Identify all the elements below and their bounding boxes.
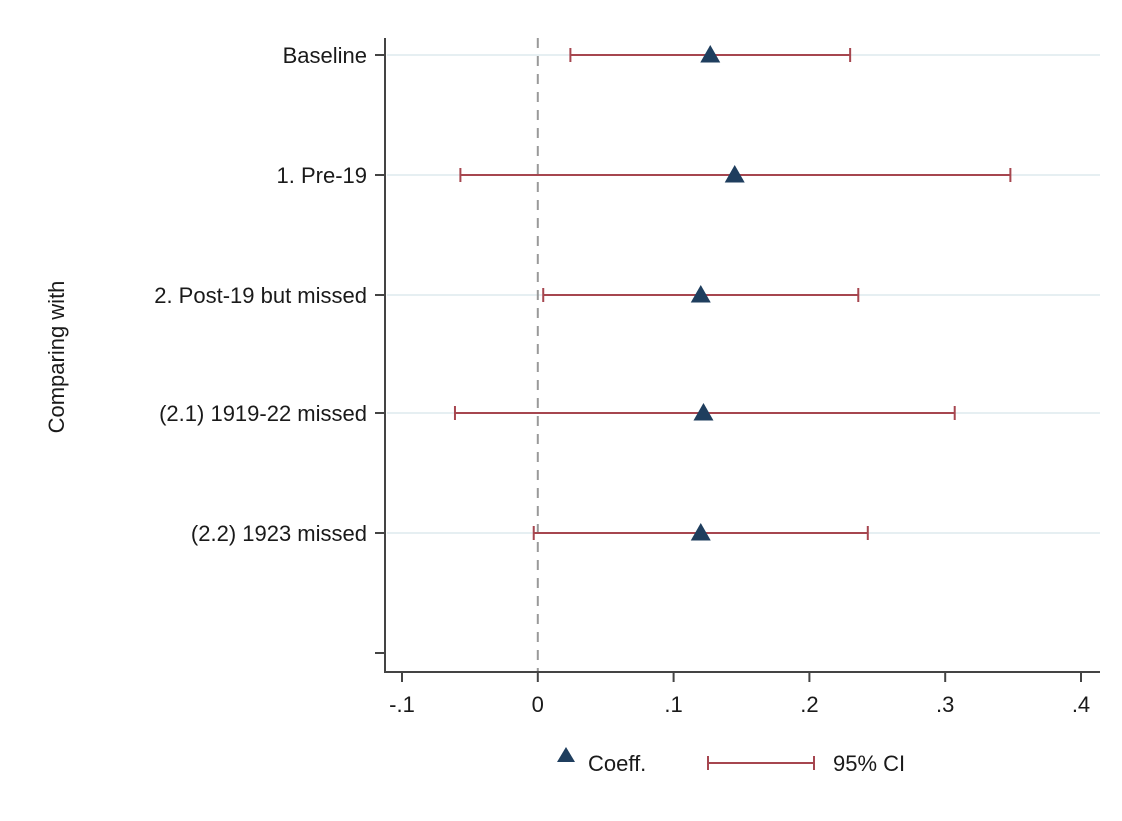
coefficient-marker [690,285,711,303]
coefficient-marker [693,403,714,421]
category-label: 2. Post-19 but missed [154,283,367,308]
x-tick-label: -.1 [389,692,415,717]
category-label: (2.1) 1919-22 missed [159,401,367,426]
x-tick-label: .4 [1072,692,1090,717]
coefficient-marker [690,523,711,541]
x-tick-label: .1 [664,692,682,717]
y-axis-title: Comparing with [44,281,69,434]
coefficient-marker [724,165,745,183]
legend: Coeff. 95% CI [557,747,905,776]
x-tick-label: 0 [532,692,544,717]
axes [375,38,1100,682]
coefficient-markers [690,45,745,541]
coefficient-marker [700,45,721,63]
legend-coeff-marker [557,747,575,762]
legend-ci-label: 95% CI [833,751,905,776]
category-label: 1. Pre-19 [277,163,368,188]
category-label: (2.2) 1923 missed [191,521,367,546]
legend-coeff-label: Coeff. [588,751,646,776]
axis-labels: -.1 0 .1 .2 .3 .4 Baseline 1. Pre-19 2. Post-19 … [154,43,1090,717]
category-label: Baseline [283,43,367,68]
x-tick-label: .2 [800,692,818,717]
x-tick-label: .3 [936,692,954,717]
